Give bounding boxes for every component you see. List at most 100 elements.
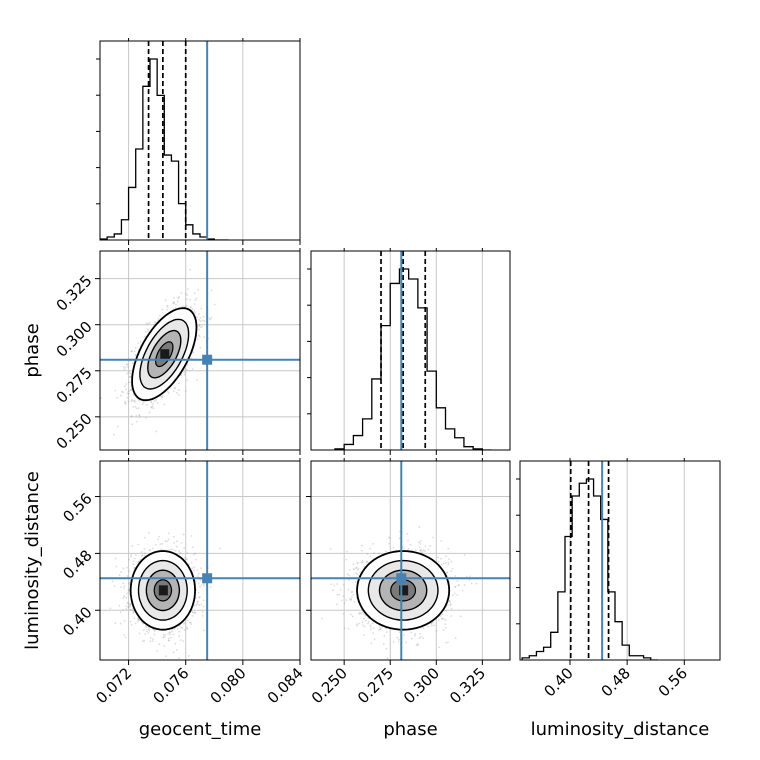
sample-point — [195, 297, 198, 300]
sample-point — [438, 646, 440, 649]
sample-point — [432, 536, 435, 539]
x-tick-label: 0.48 — [598, 664, 634, 700]
sample-point — [193, 553, 195, 556]
sample-point — [383, 635, 386, 637]
sample-point — [431, 621, 434, 624]
sample-point — [449, 603, 452, 605]
sample-point — [161, 308, 164, 311]
sample-point — [196, 338, 199, 341]
sample-point — [200, 567, 203, 570]
sample-point — [119, 611, 122, 613]
sample-point — [148, 628, 150, 631]
sample-point — [167, 532, 170, 535]
sample-point — [373, 552, 376, 554]
sample-point — [143, 639, 146, 642]
sample-point — [198, 328, 201, 331]
sample-point — [133, 399, 136, 402]
hist-panel-luminosity_distance: 0.40 0.48 0.56 — [516, 458, 721, 700]
sample-point — [125, 608, 128, 610]
sample-point — [127, 588, 130, 591]
sample-point — [198, 335, 201, 338]
sample-point — [161, 395, 164, 397]
sample-point — [347, 627, 350, 630]
sample-point — [192, 546, 194, 549]
sample-point — [130, 350, 133, 353]
sample-point — [130, 415, 133, 418]
sample-point — [115, 565, 118, 568]
sample-point — [191, 614, 194, 617]
sample-point — [148, 322, 151, 324]
sample-point — [454, 637, 457, 640]
sample-point — [126, 396, 129, 399]
sample-point — [407, 539, 409, 542]
sample-point — [183, 305, 186, 308]
sample-point — [379, 627, 382, 630]
sample-point — [112, 433, 115, 436]
sample-point — [126, 372, 128, 375]
sample-point — [194, 312, 197, 314]
panel-content — [100, 268, 216, 452]
sample-point — [367, 620, 370, 623]
sample-point — [203, 320, 206, 323]
sample-point — [191, 567, 194, 570]
sample-point — [350, 613, 352, 616]
sample-point — [184, 368, 187, 370]
sample-point — [198, 595, 201, 598]
sample-point — [146, 328, 149, 331]
sample-point — [129, 608, 132, 611]
sample-point — [157, 317, 160, 320]
sample-point — [194, 299, 197, 302]
sample-point — [129, 608, 132, 611]
sample-point — [208, 317, 211, 320]
sample-point — [448, 599, 451, 602]
sample-point — [124, 403, 127, 405]
sample-point — [175, 545, 178, 548]
sample-point — [355, 623, 358, 626]
sample-point — [159, 395, 162, 398]
sample-point — [126, 363, 129, 366]
sample-point — [128, 603, 131, 606]
sample-point — [183, 371, 186, 374]
sample-point — [140, 554, 143, 557]
sample-point — [357, 567, 360, 570]
sample-point — [158, 643, 161, 645]
sample-point — [168, 548, 171, 551]
sample-point — [139, 341, 142, 343]
sample-point — [366, 553, 369, 555]
sample-point — [120, 571, 123, 574]
sample-point — [440, 539, 443, 542]
sample-point — [201, 319, 204, 322]
sample-point — [361, 544, 364, 547]
sample-point — [141, 621, 144, 624]
sample-point — [378, 628, 381, 631]
panel-border — [99, 40, 301, 241]
sample-point — [139, 450, 141, 452]
sample-point — [420, 551, 422, 554]
sample-point — [159, 543, 162, 546]
sample-point — [198, 325, 201, 327]
sample-point — [441, 613, 444, 616]
sample-point — [118, 605, 121, 607]
sample-point — [372, 627, 375, 629]
sample-point — [152, 638, 154, 641]
sample-point — [449, 600, 451, 603]
sample-point — [196, 569, 199, 571]
sample-point — [143, 548, 146, 550]
sample-point — [123, 634, 126, 636]
sample-point — [182, 640, 185, 643]
sample-point — [184, 292, 187, 295]
sample-point — [185, 368, 188, 371]
sample-point — [202, 315, 205, 318]
sample-point — [127, 381, 130, 384]
sample-point — [168, 639, 171, 642]
sample-point — [133, 567, 136, 569]
sample-point — [447, 563, 450, 566]
sample-point — [124, 636, 127, 639]
sample-point — [188, 563, 191, 566]
sample-point — [129, 372, 132, 375]
sample-point — [142, 401, 145, 404]
sample-point — [199, 579, 202, 582]
sample-point — [137, 407, 140, 410]
sample-point — [150, 401, 153, 404]
sample-point — [199, 316, 202, 319]
